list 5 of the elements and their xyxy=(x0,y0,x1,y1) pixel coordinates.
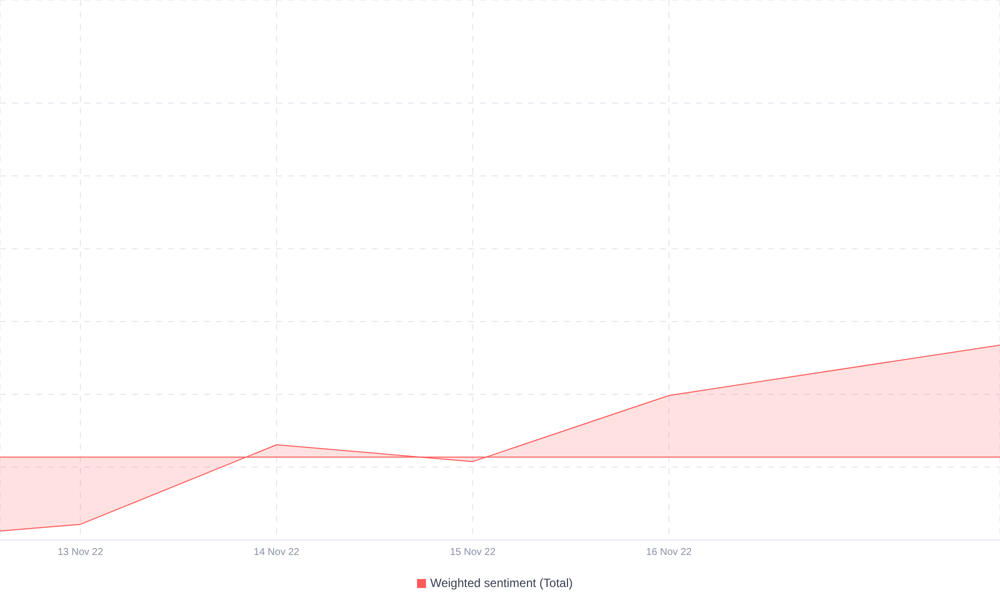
x-tick-label: 15 Nov 22 xyxy=(450,547,496,558)
x-tick-label: 16 Nov 22 xyxy=(646,547,692,558)
x-tick-label: 14 Nov 22 xyxy=(254,547,300,558)
x-tick-label: 13 Nov 22 xyxy=(58,547,104,558)
legend-label: Weighted sentiment (Total) xyxy=(430,576,573,590)
